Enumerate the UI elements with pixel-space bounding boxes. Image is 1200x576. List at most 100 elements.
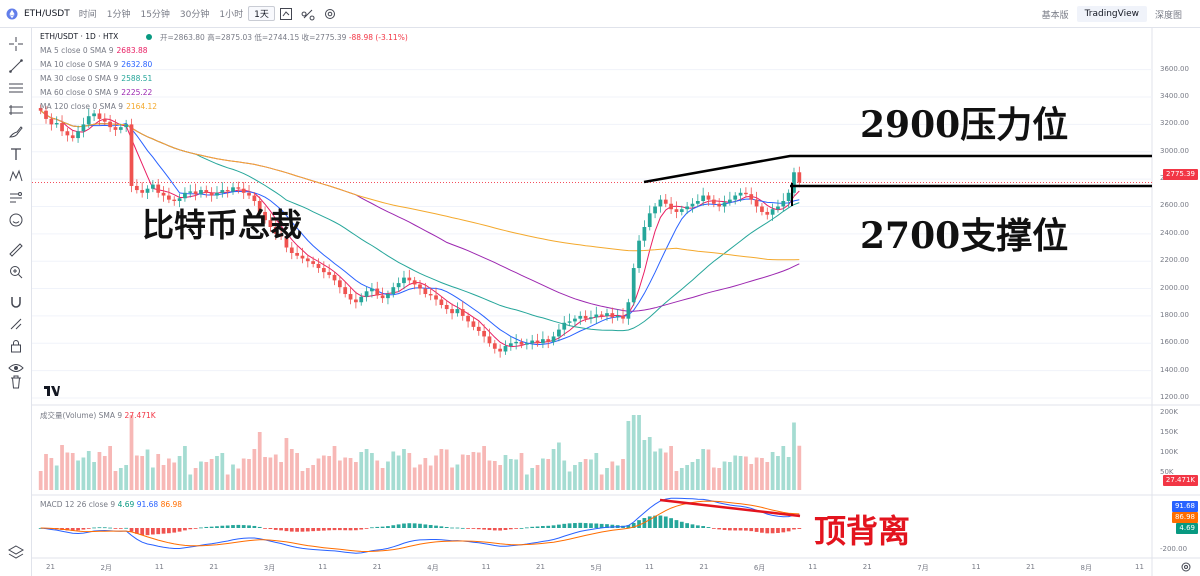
ma-label: MA 10 close 0 SMA 9: [40, 60, 119, 69]
magnet-icon[interactable]: [8, 294, 24, 310]
ma-legend-item[interactable]: MA 10 close 0 SMA 9 2632.80: [40, 60, 152, 69]
settings-gear-icon[interactable]: [323, 7, 337, 21]
macd-histogram-bar: [428, 524, 433, 528]
candle-body: [476, 326, 481, 331]
lock-icon[interactable]: [8, 338, 24, 354]
resistance-annotation: 2900压力位: [860, 104, 1069, 146]
volume-bar: [354, 462, 358, 490]
volume-bar: [428, 465, 433, 490]
volume-bar: [76, 460, 80, 490]
interval-0[interactable]: 时间: [78, 10, 97, 20]
candle-body: [626, 302, 631, 319]
emoji-icon[interactable]: [8, 212, 24, 228]
interval-1[interactable]: 1分钟: [106, 10, 131, 20]
volume-bar: [508, 459, 513, 490]
candle-body: [380, 295, 385, 299]
candle-body: [241, 188, 246, 193]
candle-body: [508, 343, 513, 347]
stay-in-drawing-mode-icon[interactable]: [8, 316, 24, 332]
volume-value-tag: 27.471K: [1162, 475, 1198, 486]
trash-icon[interactable]: [8, 374, 24, 390]
chart-type-icon[interactable]: [279, 7, 293, 21]
time-axis-label: 11: [1135, 563, 1144, 571]
divergence-line: [659, 498, 801, 518]
macd-histogram-bar: [482, 528, 486, 530]
trend-line-icon[interactable]: [8, 58, 24, 74]
volume-bar: [81, 457, 86, 490]
volume-bar: [765, 462, 770, 490]
macd-histogram-bar: [765, 528, 770, 534]
candle-body: [156, 184, 161, 193]
parallel-channel-icon[interactable]: [8, 102, 24, 118]
indicators-icon[interactable]: [301, 7, 315, 21]
volume-bar: [760, 458, 764, 490]
macd-histogram-bar: [776, 528, 780, 533]
price-axis-label: 3200.00: [1160, 119, 1189, 128]
macd-histogram-bar: [450, 527, 454, 529]
volume-bar: [402, 449, 406, 490]
volume-bar: [167, 458, 171, 490]
horizontal-lines-icon[interactable]: [8, 80, 24, 96]
ma-legend-item[interactable]: MA 120 close 0 SMA 9 2164.12: [40, 102, 157, 111]
resistance-trendline: [643, 154, 1152, 184]
support-annotation: 2700支撑位: [860, 215, 1069, 257]
symbol-label[interactable]: ETH/USDT: [24, 8, 70, 19]
time-axis-label: 21: [46, 563, 55, 571]
volume-bar: [797, 445, 802, 490]
ma-legend-item[interactable]: MA 5 close 0 SMA 9 2683.88: [40, 46, 148, 55]
ma-legend-item[interactable]: MA 60 close 0 SMA 9 2225.22: [40, 88, 152, 97]
volume-bar: [204, 462, 209, 490]
view-tab-2[interactable]: 深度图: [1154, 10, 1182, 21]
macd-histogram-bar: [209, 526, 214, 528]
time-axis-label: 21: [209, 563, 219, 571]
ruler-icon[interactable]: [8, 242, 24, 258]
pattern-icon[interactable]: [8, 168, 24, 184]
zoom-in-icon[interactable]: [8, 264, 24, 280]
eye-icon[interactable]: [8, 360, 24, 376]
prediction-icon[interactable]: [8, 190, 24, 206]
interval-3[interactable]: 30分钟: [179, 10, 210, 20]
macd-histogram-bar: [188, 528, 193, 530]
chart-settings-icon[interactable]: [1180, 561, 1192, 573]
volume-bar: [434, 455, 438, 490]
candle-body: [295, 252, 299, 256]
view-tab-1[interactable]: TradingView: [1076, 6, 1147, 22]
candle-body: [177, 198, 182, 202]
interval-4[interactable]: 1小时: [219, 10, 244, 20]
candle-body: [396, 283, 401, 288]
volume-bar: [359, 452, 364, 490]
text-tool-icon[interactable]: [8, 146, 24, 162]
macd-histogram-bar: [594, 523, 599, 528]
volume-bar: [642, 440, 647, 490]
candle-body: [744, 192, 748, 195]
candle-body: [161, 192, 166, 196]
candle-body: [599, 314, 604, 316]
candle-body: [412, 280, 417, 285]
layers-icon[interactable]: [8, 544, 24, 560]
view-tab-0[interactable]: 基本版: [1041, 10, 1069, 21]
candle-body: [482, 330, 486, 337]
candle-body: [653, 206, 657, 214]
price-chart[interactable]: [32, 28, 1200, 576]
volume-bar: [423, 458, 428, 490]
candle-body: [332, 274, 337, 281]
ma-legend-item[interactable]: MA 30 close 0 SMA 9 2588.51: [40, 74, 152, 83]
volume-bar: [754, 457, 759, 490]
volume-bar: [621, 459, 625, 490]
macd-hist-tag: 4.69: [1176, 523, 1198, 534]
volume-bar: [541, 458, 545, 490]
price-axis-label: 3400.00: [1160, 92, 1189, 101]
interval-2[interactable]: 15分钟: [140, 10, 170, 20]
candle-body: [407, 277, 412, 281]
interval-5[interactable]: 1天: [248, 6, 275, 21]
brush-icon[interactable]: [8, 124, 24, 140]
price-axis-label: 2200.00: [1160, 256, 1189, 265]
chart-area[interactable]: ETH/USDT · 1D · HTX 开=2863.80 高=2875.03 …: [32, 28, 1200, 576]
volume-bar: [711, 467, 716, 490]
crosshair-icon[interactable]: [8, 36, 24, 52]
volume-bar: [268, 457, 273, 490]
macd-histogram-bar: [113, 528, 118, 529]
volume-axis-label: 50K: [1160, 468, 1174, 476]
candle-body: [225, 190, 230, 192]
interval-group: 时间 1分钟 15分钟 30分钟 1小时 1天: [74, 6, 275, 21]
